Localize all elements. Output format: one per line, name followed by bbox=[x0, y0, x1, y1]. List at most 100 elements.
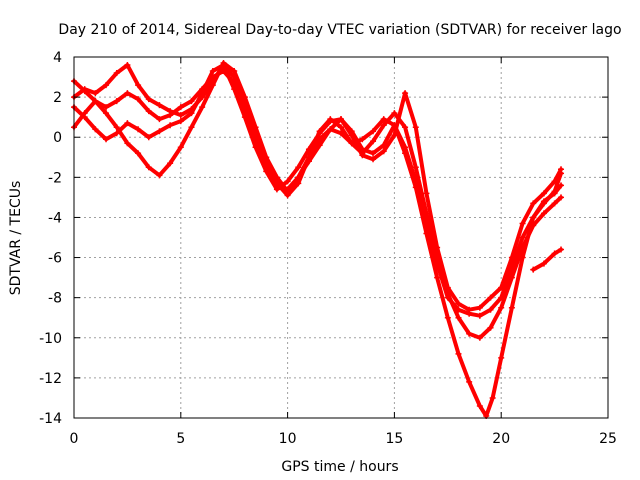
data-point bbox=[558, 166, 565, 173]
data-point bbox=[167, 108, 174, 115]
data-point bbox=[476, 334, 483, 341]
data-point bbox=[455, 300, 462, 307]
data-point bbox=[487, 294, 494, 301]
y-tick-labels: -14 -12 -10 -8 -6 -4 -2 0 2 4 bbox=[39, 50, 62, 427]
data-point bbox=[305, 158, 312, 165]
data-point bbox=[295, 180, 302, 187]
axis-ticks bbox=[73, 56, 609, 419]
data-point bbox=[92, 98, 99, 105]
data-point bbox=[540, 190, 547, 197]
data-point bbox=[391, 110, 398, 117]
data-point bbox=[558, 246, 565, 253]
data-point bbox=[113, 98, 120, 105]
data-point bbox=[124, 62, 131, 69]
data-point bbox=[455, 314, 462, 321]
data-point bbox=[530, 214, 537, 221]
data-point bbox=[177, 112, 184, 119]
y-tick-label: -6 bbox=[48, 251, 62, 267]
data-point bbox=[188, 106, 195, 113]
x-tick-label: 25 bbox=[599, 431, 617, 447]
data-point bbox=[391, 132, 398, 139]
data-point bbox=[156, 128, 163, 135]
data-point bbox=[124, 120, 131, 127]
data-point bbox=[231, 86, 238, 93]
data-point bbox=[295, 164, 302, 171]
data-point bbox=[135, 150, 142, 157]
data-point bbox=[380, 116, 387, 123]
data-point bbox=[551, 250, 558, 257]
x-tick-label: 0 bbox=[70, 431, 79, 447]
data-point bbox=[220, 62, 227, 69]
data-point bbox=[498, 284, 505, 291]
data-point bbox=[487, 306, 494, 313]
data-point bbox=[273, 186, 280, 193]
data-point bbox=[113, 70, 120, 77]
data-point bbox=[402, 144, 409, 151]
data-point bbox=[434, 244, 441, 251]
data-point bbox=[135, 126, 142, 133]
series-track-4 bbox=[71, 62, 565, 313]
data-point bbox=[370, 128, 377, 135]
y-tick-label: 2 bbox=[53, 90, 62, 106]
data-point bbox=[348, 132, 355, 139]
data-point bbox=[530, 222, 537, 229]
data-point bbox=[359, 136, 366, 143]
data-point bbox=[167, 160, 174, 167]
data-point bbox=[498, 304, 505, 311]
data-point bbox=[423, 220, 430, 227]
data-point bbox=[177, 118, 184, 125]
data-point bbox=[498, 294, 505, 301]
data-point bbox=[252, 144, 259, 151]
y-tick-label: -12 bbox=[39, 371, 62, 387]
data-point bbox=[145, 96, 152, 103]
series-track-5 bbox=[530, 246, 565, 273]
data-point bbox=[92, 126, 99, 133]
data-point bbox=[455, 350, 462, 357]
data-point bbox=[145, 134, 152, 141]
data-point bbox=[380, 148, 387, 155]
data-point bbox=[103, 110, 110, 117]
y-axis-label: SDTVAR / TECUs bbox=[8, 181, 24, 296]
data-point bbox=[558, 194, 565, 201]
x-tick-label: 15 bbox=[385, 431, 403, 447]
data-point bbox=[412, 178, 419, 185]
x-axis-label: GPS time / hours bbox=[281, 459, 398, 475]
data-point bbox=[177, 144, 184, 151]
x-tick-labels: 0 5 10 15 20 25 bbox=[70, 431, 617, 447]
data-point bbox=[81, 86, 88, 93]
data-point bbox=[402, 90, 409, 97]
x-tick-label: 10 bbox=[279, 431, 297, 447]
data-point bbox=[402, 124, 409, 131]
data-point bbox=[359, 152, 366, 159]
data-point bbox=[199, 86, 206, 93]
data-point bbox=[167, 122, 174, 129]
data-point bbox=[135, 82, 142, 89]
data-point bbox=[338, 116, 344, 123]
data-point bbox=[434, 274, 441, 281]
data-point bbox=[423, 190, 430, 197]
data-point bbox=[476, 402, 483, 409]
x-tick-label: 5 bbox=[176, 431, 185, 447]
data-point bbox=[530, 200, 537, 207]
data-point bbox=[284, 186, 291, 193]
data-point bbox=[284, 178, 291, 185]
data-point bbox=[519, 220, 526, 227]
data-point bbox=[177, 104, 184, 111]
y-tick-label: -10 bbox=[39, 331, 62, 347]
data-point bbox=[327, 126, 334, 133]
data-point bbox=[284, 192, 291, 199]
y-tick-label: 0 bbox=[53, 130, 62, 146]
y-tick-label: -2 bbox=[48, 170, 62, 186]
y-tick-label: -4 bbox=[48, 210, 62, 226]
data-point bbox=[113, 130, 120, 137]
chart-title: Day 210 of 2014, Sidereal Day-to-day VTE… bbox=[58, 22, 621, 38]
data-series bbox=[71, 60, 565, 419]
data-point bbox=[444, 314, 451, 321]
data-point bbox=[241, 114, 248, 121]
data-point bbox=[370, 150, 377, 157]
data-point bbox=[199, 94, 206, 101]
data-point bbox=[103, 104, 110, 111]
data-point bbox=[540, 200, 547, 207]
data-point bbox=[231, 68, 238, 75]
